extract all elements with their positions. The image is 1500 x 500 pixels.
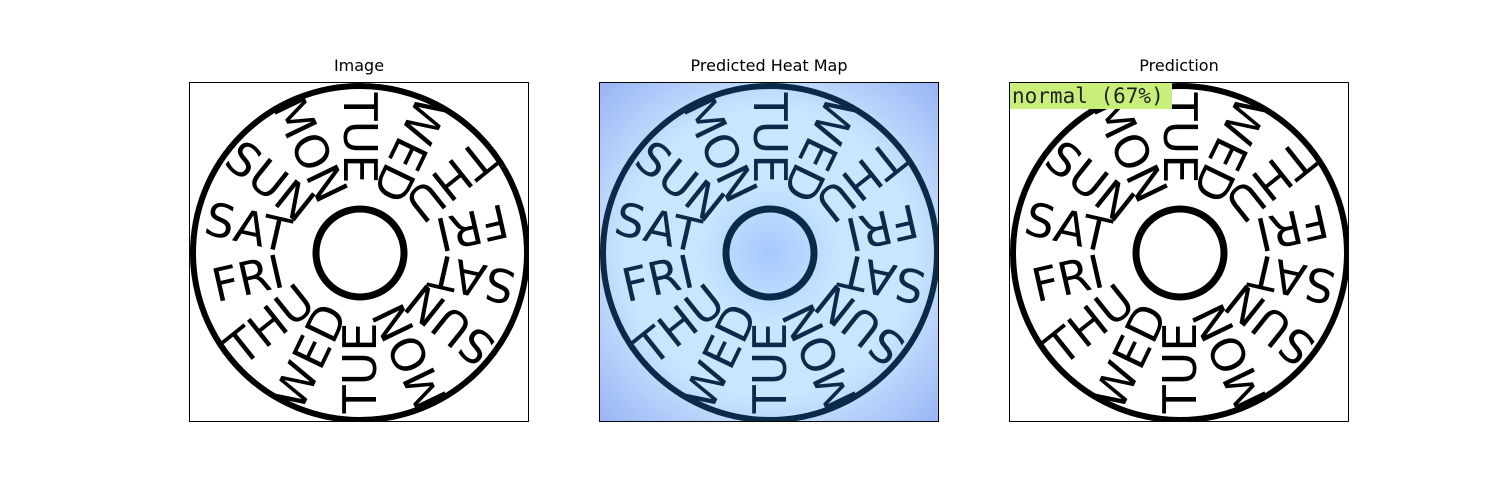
heatmap-frame: TUE WED THU FRI SAT SUN MON TUE WED THU FRI SAT SUN M…: [599, 82, 939, 422]
prediction-frame: TUE WED THU FRI SAT SUN MON TUE WED THU FRI SAT SUN M…: [1009, 82, 1349, 422]
panel-title: Image: [333, 56, 385, 75]
inner-ring: [722, 205, 818, 301]
outer-ring: [190, 83, 528, 421]
panel-heatmap: Predicted Heat Map TUE WED THU FRI SAT SUN MON…: [599, 56, 939, 422]
inner-ring: [312, 205, 408, 301]
panel-title: Prediction: [1139, 56, 1219, 75]
day-label: TUE: [743, 323, 797, 415]
image-frame: TUE WED THU FRI SAT SUN MON TUE WED THU FRI SAT SUN M…: [189, 82, 529, 422]
day-label: TUE: [333, 323, 387, 415]
prediction-label: normal (67%): [1010, 83, 1172, 109]
dial-image: TUEWEDTHUFRISATSUNMONTUEWEDTHUFRISATSUNM…: [190, 83, 528, 421]
panel-title: Predicted Heat Map: [690, 56, 848, 75]
heatmap-background: [600, 83, 938, 421]
inner-ring: [1132, 205, 1228, 301]
dial-prediction: TUEWEDTHUFRISATSUNMONTUEWEDTHUFRISATSUNM…: [1010, 83, 1348, 421]
panel-image: Image TUE WED THU FRI SAT SUN MON TUE WED THU FRI S…: [189, 56, 529, 422]
panel-prediction: Prediction TUE WED THU FRI SAT SUN MON TUE WED TH…: [1009, 56, 1349, 422]
day-label: TUE: [1153, 323, 1207, 415]
dial-heatmap: TUEWEDTHUFRISATSUNMONTUEWEDTHUFRISATSUNM…: [600, 83, 938, 421]
outer-ring: [600, 83, 938, 421]
outer-ring: [1010, 83, 1348, 421]
day-label: TUE: [333, 92, 387, 184]
day-label: TUE: [743, 92, 797, 184]
